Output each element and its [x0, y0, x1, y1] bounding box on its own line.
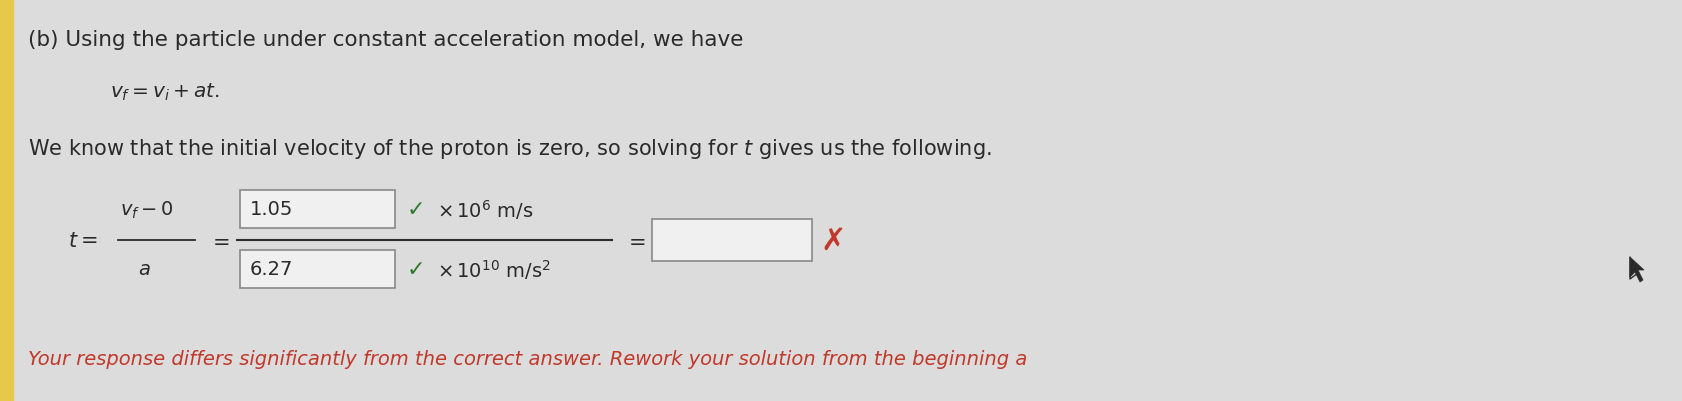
Text: $v_f - 0$: $v_f - 0$: [119, 199, 173, 220]
Text: $v_f = v_i + at.$: $v_f = v_i + at.$: [109, 82, 220, 103]
Text: 1.05: 1.05: [251, 200, 293, 219]
Text: $t =$: $t =$: [67, 231, 98, 250]
FancyBboxPatch shape: [241, 190, 395, 229]
Text: $\times\, 10^{10}$ m/s$^2$: $\times\, 10^{10}$ m/s$^2$: [437, 257, 550, 281]
Bar: [0, 0, 13, 401]
Text: ✗: ✗: [819, 226, 844, 255]
FancyBboxPatch shape: [651, 219, 811, 261]
Text: We know that the initial velocity of the proton is zero, so solving for $t$ give: We know that the initial velocity of the…: [29, 137, 991, 160]
Text: ✓: ✓: [407, 259, 426, 279]
Text: 6.27: 6.27: [251, 260, 293, 279]
Text: (b) Using the particle under constant acceleration model, we have: (b) Using the particle under constant ac…: [29, 30, 743, 50]
Text: $=$: $=$: [624, 231, 646, 250]
Text: Your response differs significantly from the correct answer. Rework your solutio: Your response differs significantly from…: [29, 349, 1026, 368]
Polygon shape: [1630, 257, 1643, 282]
Text: $\times\, 10^6$ m/s: $\times\, 10^6$ m/s: [437, 198, 533, 221]
Text: $=$: $=$: [209, 231, 229, 250]
Text: $a$: $a$: [138, 260, 151, 279]
FancyBboxPatch shape: [241, 250, 395, 288]
Text: ✓: ✓: [407, 200, 426, 219]
